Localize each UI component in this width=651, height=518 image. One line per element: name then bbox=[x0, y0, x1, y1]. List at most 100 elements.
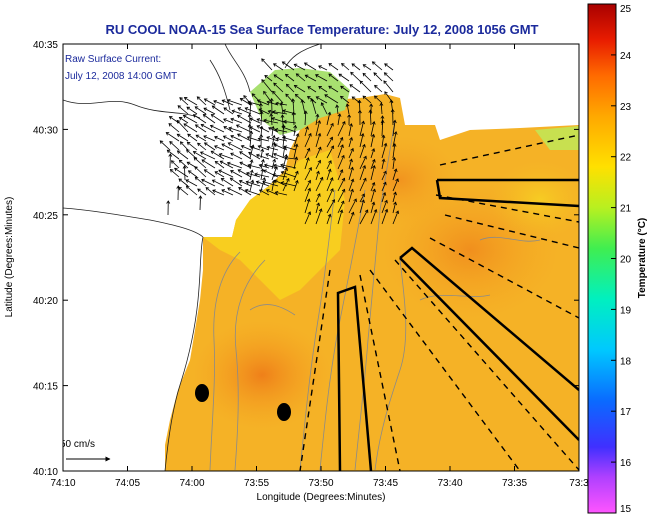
current-vector-head bbox=[340, 144, 344, 148]
y-tick-label: 40:30 bbox=[33, 125, 58, 136]
current-vector bbox=[340, 96, 350, 104]
current-vector bbox=[214, 171, 225, 178]
y-tick-label: 40:35 bbox=[33, 40, 58, 51]
current-vector bbox=[203, 135, 216, 142]
current-vector-head bbox=[330, 145, 335, 149]
current-vector bbox=[321, 102, 328, 115]
current-vector-head bbox=[327, 213, 332, 218]
current-vector-head bbox=[363, 177, 367, 182]
current-vector bbox=[348, 167, 354, 181]
current-vector-head bbox=[254, 172, 258, 177]
current-vector bbox=[359, 199, 365, 214]
current-vector-head bbox=[349, 158, 353, 163]
current-vector-head bbox=[281, 61, 286, 65]
current-vector bbox=[348, 137, 353, 148]
current-vector-head bbox=[177, 105, 182, 109]
current-vector bbox=[315, 177, 323, 192]
current-vector-head bbox=[393, 201, 397, 206]
current-vector-head bbox=[318, 208, 323, 212]
current-vector bbox=[318, 86, 328, 93]
x-tick-label: 73:40 bbox=[437, 478, 462, 489]
current-vector bbox=[221, 189, 234, 196]
current-vector bbox=[239, 161, 252, 169]
current-vector-head bbox=[373, 72, 378, 76]
current-vector bbox=[249, 159, 253, 170]
current-vector bbox=[270, 113, 273, 126]
current-vector-head bbox=[295, 133, 300, 137]
current-vector bbox=[281, 171, 297, 178]
current-vector-head bbox=[223, 107, 228, 111]
current-vector bbox=[338, 73, 350, 82]
current-vector bbox=[359, 193, 365, 203]
current-vector-head bbox=[166, 149, 171, 154]
current-vector-head bbox=[371, 201, 376, 206]
current-vector-head bbox=[328, 73, 332, 78]
current-vector-head bbox=[318, 86, 322, 90]
current-vector bbox=[222, 99, 234, 106]
current-vector-head bbox=[187, 133, 191, 138]
current-vector-head bbox=[271, 125, 275, 130]
current-vector-head bbox=[341, 177, 346, 182]
current-vector bbox=[228, 127, 243, 133]
current-vector-head bbox=[291, 111, 296, 116]
current-vector-head bbox=[295, 170, 299, 175]
current-vector bbox=[239, 151, 252, 160]
bathymetry-contours bbox=[209, 119, 541, 471]
current-vector-head bbox=[243, 95, 247, 99]
current-vector bbox=[281, 182, 297, 187]
current-vector bbox=[251, 93, 262, 104]
current-vector-head bbox=[195, 134, 200, 139]
current-vector bbox=[304, 62, 317, 71]
current-vector bbox=[392, 143, 396, 159]
current-vector bbox=[304, 133, 312, 148]
current-vector-head bbox=[183, 123, 188, 127]
current-vector-head bbox=[361, 199, 365, 204]
current-vector bbox=[280, 102, 284, 115]
current-vector-head bbox=[250, 144, 255, 149]
current-vector bbox=[285, 93, 295, 104]
current-vector-head bbox=[201, 159, 206, 163]
current-vector-head bbox=[317, 132, 322, 137]
current-vector-head bbox=[351, 96, 356, 100]
current-vector bbox=[193, 114, 207, 124]
current-vector-head bbox=[261, 79, 265, 83]
current-vector-head bbox=[381, 134, 386, 139]
current-vector-head bbox=[236, 114, 241, 119]
current-vector bbox=[166, 132, 180, 142]
current-vector bbox=[273, 153, 288, 160]
current-vector-head bbox=[350, 188, 354, 193]
current-vector-head bbox=[307, 211, 312, 215]
current-vector-head bbox=[328, 85, 332, 90]
current-vector-head bbox=[214, 171, 219, 175]
current-vector-head bbox=[338, 73, 343, 78]
current-vector bbox=[381, 120, 384, 137]
current-vector-head bbox=[246, 135, 251, 140]
current-vector bbox=[266, 189, 279, 196]
current-vector bbox=[221, 143, 234, 151]
current-vector bbox=[271, 135, 275, 148]
current-vector-head bbox=[371, 181, 376, 186]
current-vector-head bbox=[260, 148, 265, 153]
colorbar-ticks: 25 24 23 22 21 20 19 18 17 16 15 bbox=[611, 3, 632, 515]
x-tick-label: 74:00 bbox=[179, 478, 204, 489]
current-vector bbox=[247, 164, 261, 169]
current-vector bbox=[282, 154, 287, 170]
current-vector-head bbox=[271, 117, 275, 121]
current-vector-head bbox=[280, 114, 285, 118]
current-vector bbox=[188, 170, 198, 178]
current-vector-head bbox=[239, 151, 243, 155]
current-vector bbox=[184, 97, 198, 106]
current-vector-head bbox=[384, 63, 388, 67]
current-vector bbox=[328, 73, 339, 82]
current-vector-head bbox=[187, 170, 192, 174]
current-vector-head bbox=[174, 167, 178, 172]
current-vector bbox=[381, 159, 385, 170]
current-vector bbox=[326, 177, 333, 192]
current-vector-head bbox=[349, 136, 353, 141]
current-vector-head bbox=[368, 109, 373, 113]
current-vector bbox=[381, 182, 387, 192]
current-vector bbox=[266, 146, 279, 151]
current-vector-head bbox=[295, 73, 300, 77]
current-vector-head bbox=[384, 91, 388, 95]
